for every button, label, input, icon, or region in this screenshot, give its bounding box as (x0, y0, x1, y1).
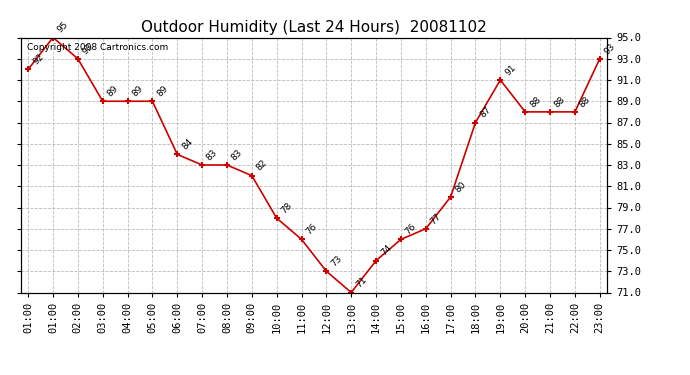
Text: 83: 83 (230, 148, 244, 162)
Text: 83: 83 (205, 148, 219, 162)
Text: 78: 78 (279, 201, 294, 215)
Text: Copyright 2008 Cartronics.com: Copyright 2008 Cartronics.com (26, 43, 168, 52)
Text: 74: 74 (379, 243, 393, 258)
Text: 92: 92 (31, 52, 46, 67)
Text: 89: 89 (130, 84, 145, 99)
Text: 76: 76 (304, 222, 319, 237)
Text: 71: 71 (354, 275, 368, 290)
Text: 84: 84 (180, 137, 195, 152)
Text: 95: 95 (56, 20, 70, 35)
Text: 91: 91 (503, 63, 518, 77)
Text: 82: 82 (255, 159, 269, 173)
Text: 73: 73 (329, 254, 344, 268)
Text: 93: 93 (81, 42, 95, 56)
Text: 89: 89 (155, 84, 170, 99)
Text: 88: 88 (528, 94, 542, 109)
Text: 77: 77 (428, 211, 443, 226)
Title: Outdoor Humidity (Last 24 Hours)  20081102: Outdoor Humidity (Last 24 Hours) 2008110… (141, 20, 487, 35)
Text: 76: 76 (404, 222, 418, 237)
Text: 93: 93 (602, 42, 617, 56)
Text: 89: 89 (106, 84, 120, 99)
Text: 88: 88 (578, 94, 592, 109)
Text: 88: 88 (553, 94, 567, 109)
Text: 87: 87 (478, 105, 493, 120)
Text: 80: 80 (453, 180, 468, 194)
